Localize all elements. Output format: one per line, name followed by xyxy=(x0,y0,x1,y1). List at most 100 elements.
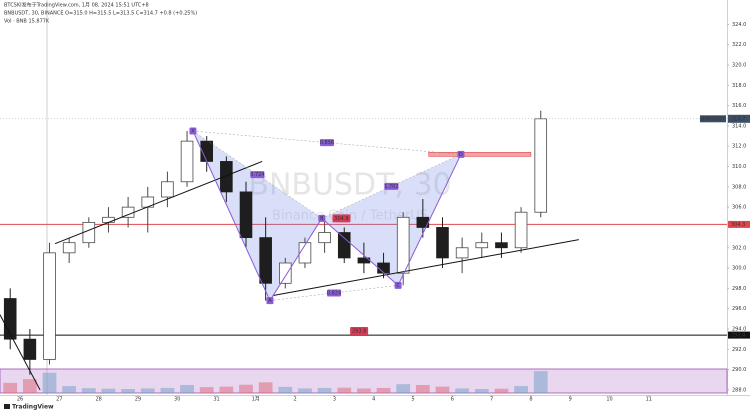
y-tick-label: 290.0 xyxy=(732,367,746,373)
volume-bar xyxy=(219,386,234,393)
level-tag xyxy=(728,220,750,228)
pattern-leg xyxy=(192,130,271,301)
y-tick-label: 310.0 xyxy=(732,164,746,170)
y-tick-label: 300.0 xyxy=(732,266,746,272)
volume-bar xyxy=(101,388,116,393)
x-tick-label: 5 xyxy=(411,397,414,403)
candle-body xyxy=(337,232,351,259)
ratio-box xyxy=(327,289,342,297)
ratio-line xyxy=(192,130,461,155)
brand-logo xyxy=(4,404,10,409)
pattern-point xyxy=(457,150,465,158)
pattern-point-label: D xyxy=(459,152,463,158)
volume-bar xyxy=(474,389,489,393)
ratio-label: 0.824 xyxy=(327,290,341,296)
x-tick-label: 27 xyxy=(56,397,62,403)
volume-bar xyxy=(533,371,548,393)
y-tick-label: 320.0 xyxy=(732,62,746,68)
candle-body xyxy=(514,211,528,249)
pattern-leg xyxy=(397,154,462,286)
level-tag xyxy=(728,331,750,339)
x-tick-label: 4 xyxy=(372,397,375,403)
price-tag xyxy=(332,214,351,223)
candle-body xyxy=(495,242,508,249)
pattern-point-label: A xyxy=(268,298,272,304)
pattern-point-label: B xyxy=(320,216,324,222)
candle-body xyxy=(318,232,331,244)
last-price-tag xyxy=(728,114,750,123)
pattern-bcd xyxy=(321,154,461,286)
candle-body xyxy=(239,191,253,239)
candle-body xyxy=(161,181,174,198)
volume-bar xyxy=(455,388,470,393)
volume-bar xyxy=(357,388,371,393)
ratio-label: 0.724 xyxy=(250,172,264,178)
symbol-line: BNBUSDT, 30, BINANCE O=315.0 H=315.5 L=3… xyxy=(4,11,197,17)
volume-bar xyxy=(396,384,411,393)
x-tick-label: 9 xyxy=(569,397,572,403)
trendline xyxy=(54,160,263,245)
volume-bar xyxy=(239,384,253,393)
trendline xyxy=(0,314,41,391)
volume-bar xyxy=(199,387,214,393)
volume-bar xyxy=(258,382,273,393)
pattern-point xyxy=(189,127,197,135)
y-tick-label: 308.0 xyxy=(732,184,746,190)
pattern-leg xyxy=(269,218,323,301)
volume-bar xyxy=(42,372,57,393)
volume-bar xyxy=(22,379,37,393)
volume-bar xyxy=(160,387,175,393)
volume-bar xyxy=(180,385,194,393)
y-tick-label: 292.0 xyxy=(732,347,746,353)
volume-bar xyxy=(298,388,312,393)
volume-bar xyxy=(81,388,96,393)
volume-bar xyxy=(62,386,77,393)
last-price-label: 314.7 xyxy=(731,116,745,122)
ratio-box xyxy=(250,171,265,179)
candle-body xyxy=(62,242,76,254)
x-tick-label: 30 xyxy=(174,397,180,403)
y-tick-label: 288.0 xyxy=(732,387,746,393)
ratio-box xyxy=(319,139,334,147)
y-tick-label: 318.0 xyxy=(732,83,746,89)
price-tag-label: 293.8 xyxy=(352,329,366,335)
candle-body xyxy=(475,242,489,249)
level-label: 293.4 xyxy=(731,333,745,339)
candle-body xyxy=(82,221,96,244)
x-tick-label: 3 xyxy=(333,397,336,403)
header: BTCSKI发布于TradingView.com, 1月 08, 2024 15… xyxy=(4,2,149,9)
pattern-point xyxy=(394,281,402,289)
volume-bar xyxy=(140,388,155,393)
x-tick-label: 26 xyxy=(17,397,23,403)
y-tick-label: 316.0 xyxy=(732,103,746,109)
volume-line: Vol · BNB 15.877K xyxy=(4,19,50,25)
y-tick-label: 296.0 xyxy=(732,306,746,312)
pattern-leg xyxy=(321,217,399,286)
x-tick-label: 1月 xyxy=(252,397,260,403)
y-tick-label: 322.0 xyxy=(732,42,746,48)
brand: TradingView xyxy=(12,404,54,411)
candle-body xyxy=(43,252,56,360)
volume-bar xyxy=(376,387,391,393)
ratio-label: 1.702 xyxy=(384,184,398,190)
candle-body xyxy=(23,338,37,360)
candle-body xyxy=(102,216,115,223)
y-tick-label: 324.0 xyxy=(732,22,746,28)
pattern-point xyxy=(266,297,274,305)
watermark: BNBUSDT, 30 xyxy=(248,168,451,203)
y-tick-label: 302.0 xyxy=(732,245,746,251)
candle-body xyxy=(180,140,194,183)
candle-body xyxy=(455,247,469,259)
candle-body xyxy=(298,242,312,264)
y-tick-label: 294.0 xyxy=(732,326,746,332)
volume-bar xyxy=(3,382,18,393)
x-tick-label: 6 xyxy=(451,397,454,403)
candle-body xyxy=(259,237,272,284)
candle-body xyxy=(436,227,449,259)
volume-bar xyxy=(514,386,528,393)
pattern-point-label: C xyxy=(396,283,400,289)
volume-bar xyxy=(121,389,135,393)
x-tick-label: 11 xyxy=(646,397,652,403)
trendline xyxy=(273,239,579,296)
pattern-point xyxy=(318,214,326,222)
